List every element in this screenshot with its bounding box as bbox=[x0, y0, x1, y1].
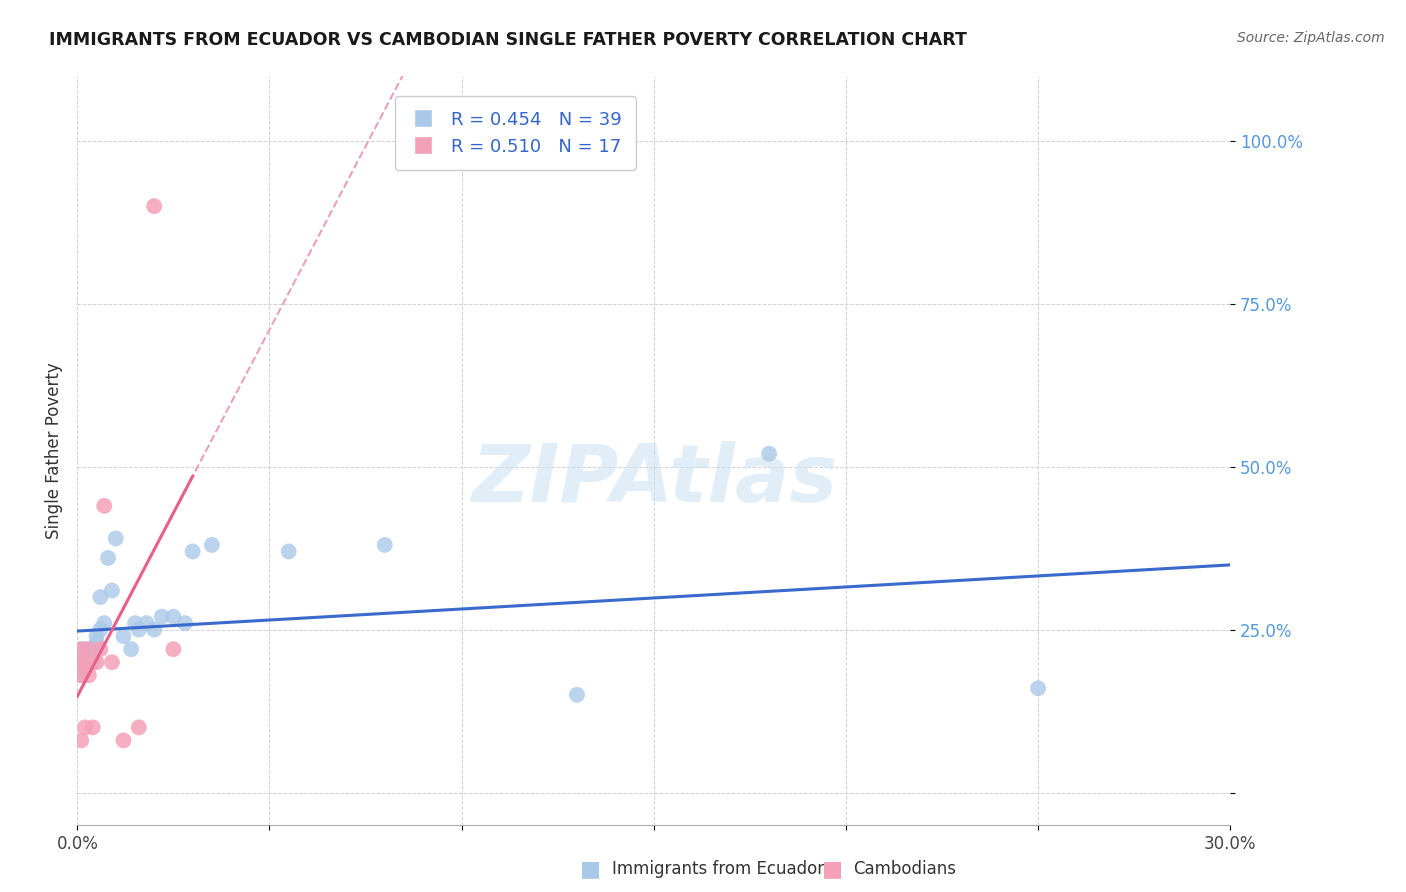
Point bbox=[162, 609, 184, 624]
Point bbox=[73, 720, 96, 734]
Text: ZIPAtlas: ZIPAtlas bbox=[471, 442, 837, 519]
Point bbox=[73, 655, 96, 669]
Point bbox=[97, 551, 120, 566]
Point bbox=[124, 616, 146, 631]
Point bbox=[112, 733, 135, 747]
Point bbox=[374, 538, 396, 552]
Point bbox=[112, 629, 135, 643]
Point bbox=[77, 642, 100, 657]
Point bbox=[73, 655, 96, 669]
Point bbox=[77, 648, 100, 663]
Text: ■: ■ bbox=[823, 859, 842, 879]
Point bbox=[181, 544, 204, 558]
Point bbox=[89, 590, 111, 604]
Point bbox=[73, 642, 96, 657]
Point bbox=[143, 199, 166, 213]
Point bbox=[70, 662, 93, 676]
Point bbox=[70, 733, 93, 747]
Text: ■: ■ bbox=[581, 859, 600, 879]
Point bbox=[70, 668, 93, 682]
Point bbox=[77, 655, 100, 669]
Point bbox=[277, 544, 299, 558]
Point bbox=[128, 623, 150, 637]
Point bbox=[143, 623, 166, 637]
Point bbox=[93, 616, 115, 631]
Text: Immigrants from Ecuador: Immigrants from Ecuador bbox=[612, 860, 824, 878]
Point bbox=[150, 609, 173, 624]
Point bbox=[565, 688, 588, 702]
Point bbox=[70, 655, 93, 669]
Point bbox=[86, 655, 108, 669]
Point bbox=[70, 642, 93, 657]
Point bbox=[70, 648, 93, 663]
Point bbox=[1026, 681, 1049, 696]
Point bbox=[758, 447, 780, 461]
Point bbox=[82, 720, 104, 734]
Point bbox=[77, 668, 100, 682]
Point bbox=[101, 655, 124, 669]
Point bbox=[135, 616, 157, 631]
Y-axis label: Single Father Poverty: Single Father Poverty bbox=[45, 362, 63, 539]
Legend: R = 0.454   N = 39, R = 0.510   N = 17: R = 0.454 N = 39, R = 0.510 N = 17 bbox=[395, 96, 636, 170]
Point bbox=[174, 616, 197, 631]
Point bbox=[101, 583, 124, 598]
Point bbox=[86, 629, 108, 643]
Point bbox=[73, 662, 96, 676]
Point bbox=[70, 668, 93, 682]
Point bbox=[162, 642, 184, 657]
Text: Source: ZipAtlas.com: Source: ZipAtlas.com bbox=[1237, 31, 1385, 45]
Point bbox=[104, 532, 127, 546]
Point bbox=[120, 642, 142, 657]
Text: IMMIGRANTS FROM ECUADOR VS CAMBODIAN SINGLE FATHER POVERTY CORRELATION CHART: IMMIGRANTS FROM ECUADOR VS CAMBODIAN SIN… bbox=[49, 31, 967, 49]
Point bbox=[73, 648, 96, 663]
Point bbox=[70, 655, 93, 669]
Point bbox=[82, 655, 104, 669]
Point bbox=[86, 635, 108, 649]
Text: Cambodians: Cambodians bbox=[853, 860, 956, 878]
Point bbox=[89, 642, 111, 657]
Point bbox=[70, 642, 93, 657]
Point bbox=[82, 648, 104, 663]
Point bbox=[201, 538, 224, 552]
Point bbox=[77, 642, 100, 657]
Point bbox=[73, 655, 96, 669]
Point bbox=[93, 499, 115, 513]
Point bbox=[89, 623, 111, 637]
Point bbox=[128, 720, 150, 734]
